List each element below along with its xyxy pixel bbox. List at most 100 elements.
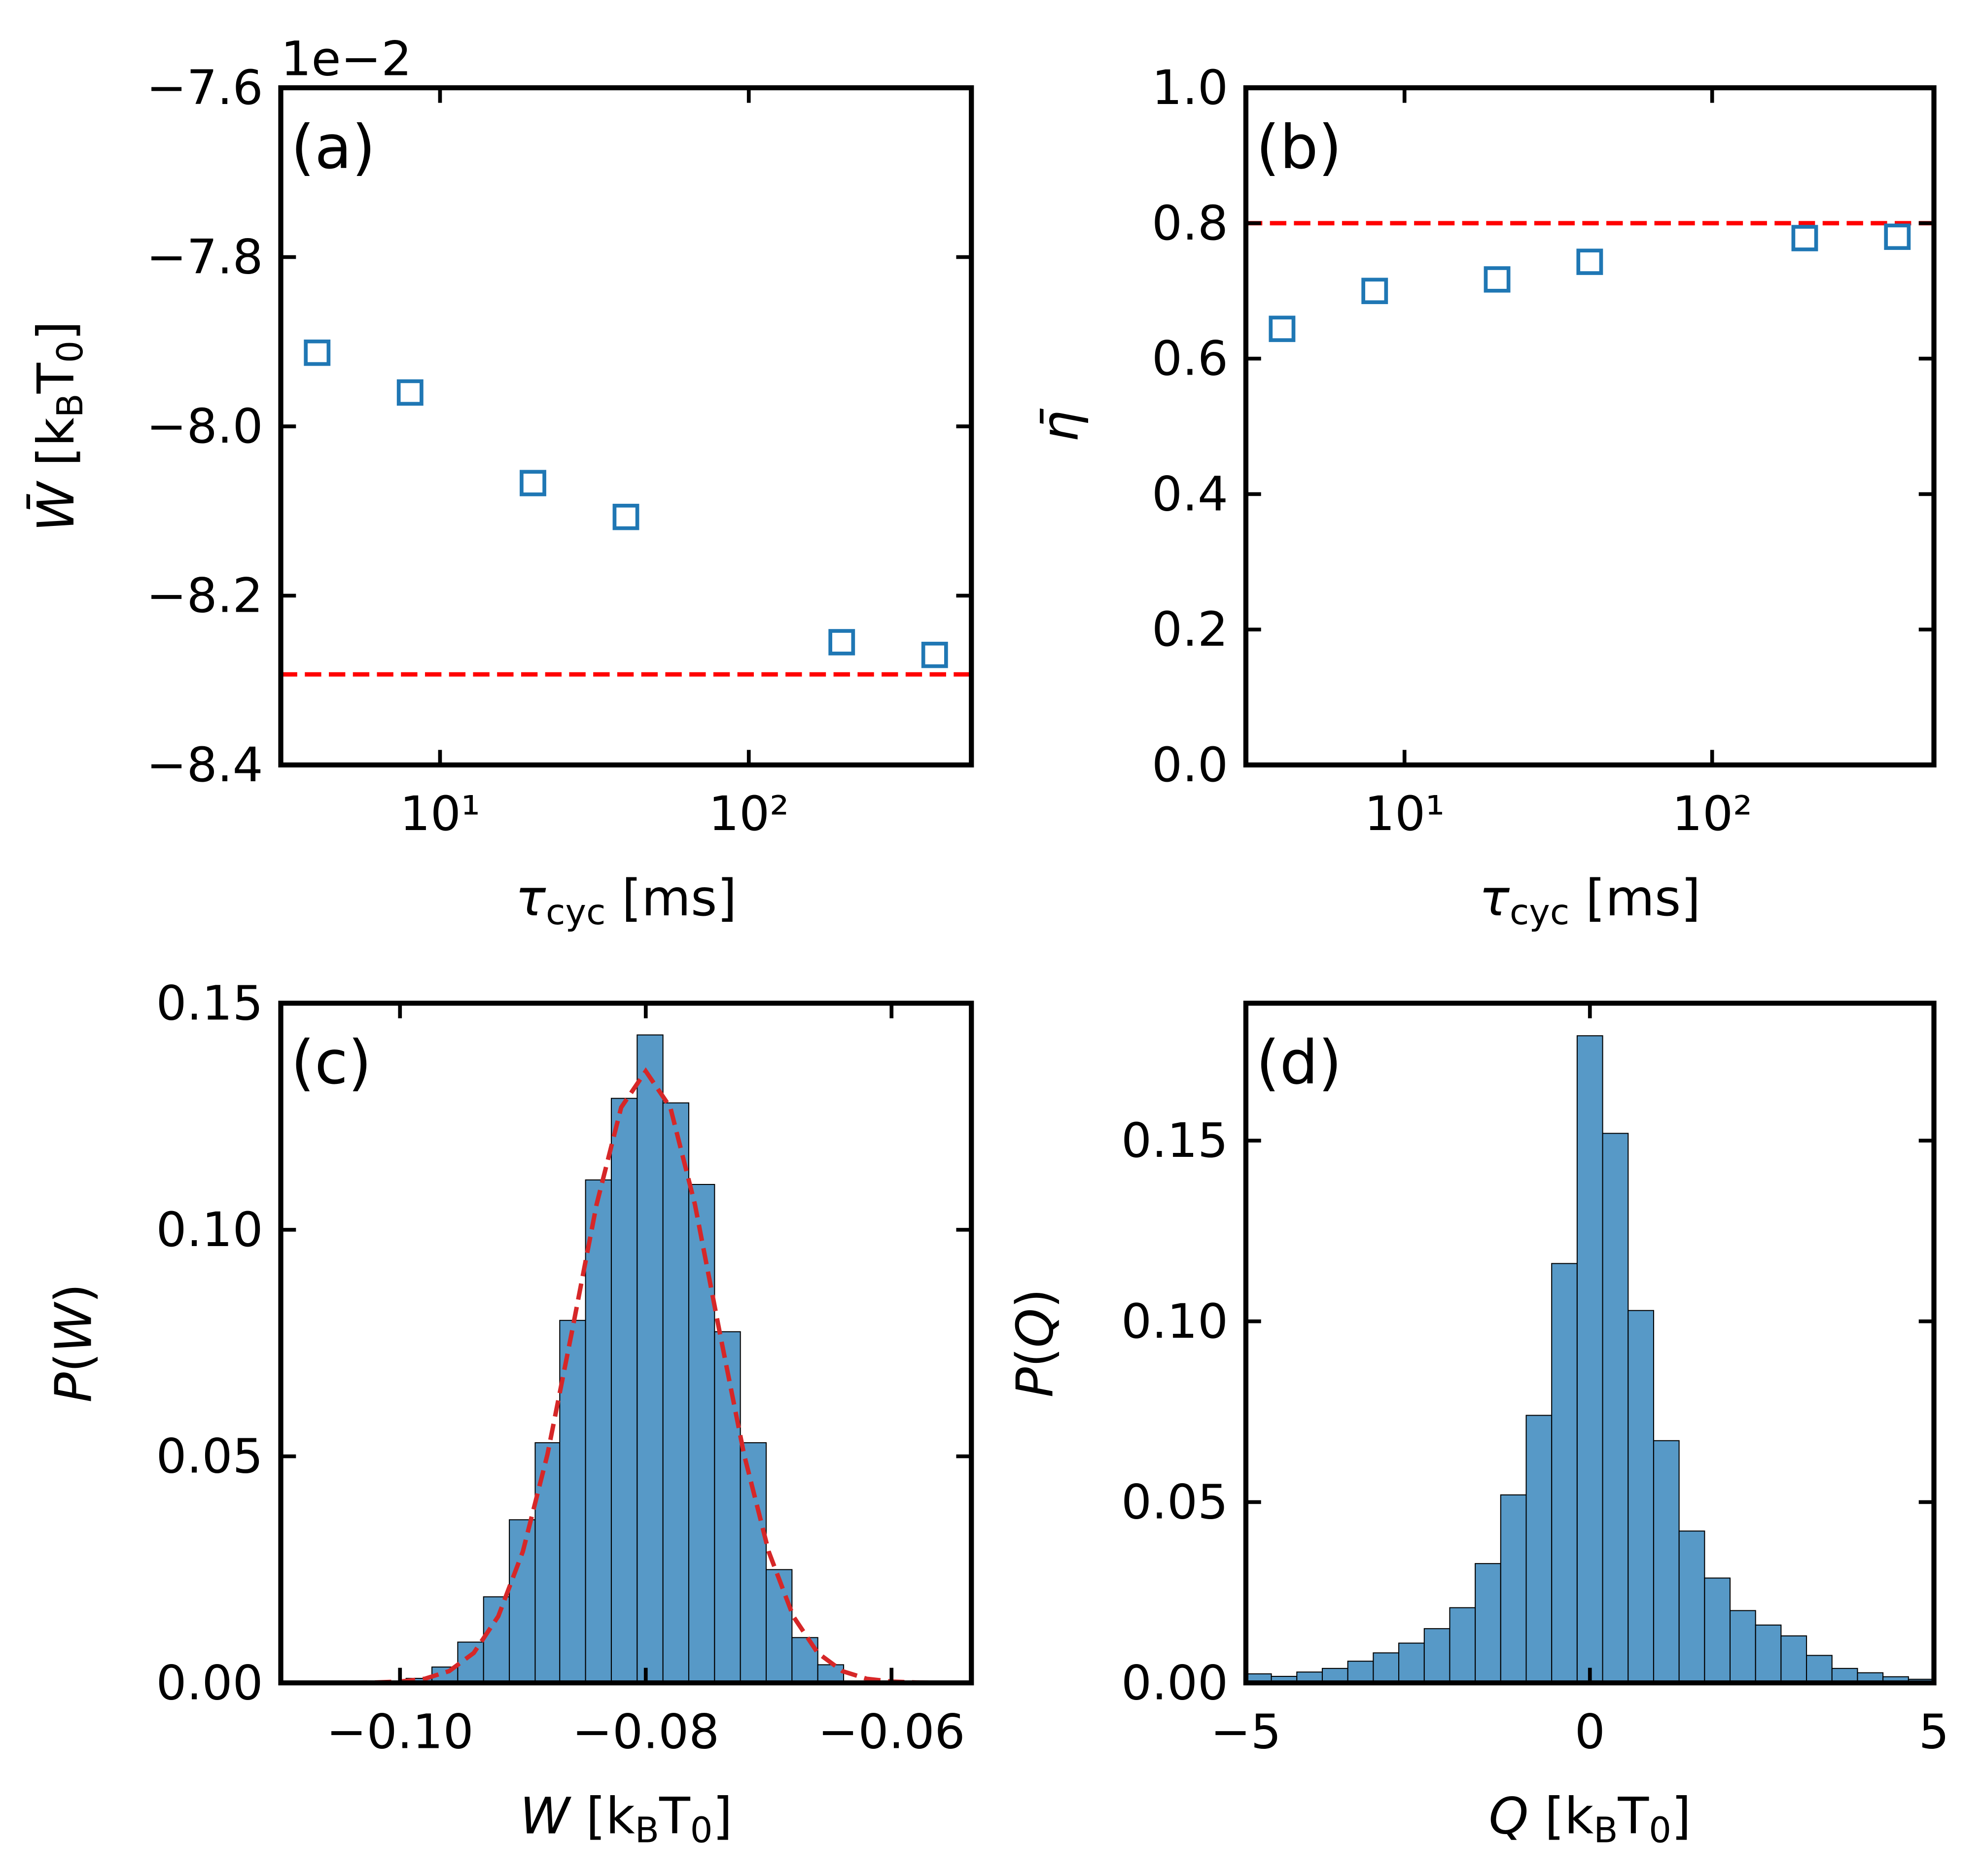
panel-label: (c)	[291, 1028, 372, 1098]
x-tick-label: 5	[1919, 1704, 1949, 1760]
axes-frame	[278, 85, 974, 767]
y-tick-label: 0.00	[156, 1655, 263, 1711]
label-part: [ms]	[605, 869, 737, 928]
label-part: T	[27, 363, 85, 394]
hist-bar	[1398, 1642, 1425, 1684]
hist-bar	[1449, 1607, 1476, 1684]
x-axis-label: W [kBT0]	[520, 1787, 732, 1850]
label-part: W	[520, 1787, 571, 1846]
y-tick-label: −8.4	[146, 737, 263, 793]
label-part: η̄	[1031, 408, 1090, 442]
label-part: T	[1618, 1787, 1649, 1846]
hist-bar	[1755, 1624, 1782, 1684]
label-part: [k	[1528, 1787, 1593, 1846]
fit-curve	[351, 1067, 941, 1685]
hist-bar	[483, 1596, 510, 1684]
label-part: cyc	[1510, 892, 1569, 933]
label-part: 0	[690, 1810, 713, 1851]
hist-bar	[714, 1331, 741, 1684]
hist-bar	[559, 1320, 586, 1684]
y-axis-label: P(W)	[44, 1284, 103, 1402]
marker	[1484, 266, 1511, 293]
label-part: cyc	[546, 892, 605, 933]
hist-bar	[585, 1179, 612, 1684]
y-tick-label: −7.6	[146, 60, 263, 116]
x-tick-label: 10²	[1672, 786, 1752, 842]
hist-bar	[1628, 1310, 1654, 1684]
x-axis-label: Q [kBT0]	[1488, 1787, 1691, 1850]
hist-bar	[817, 1664, 845, 1684]
y-tick-label: −8.2	[146, 568, 263, 624]
hist-bar	[1373, 1652, 1400, 1684]
hist-bar	[534, 1442, 561, 1684]
label-part: ]	[1671, 1787, 1691, 1846]
label-part: ]	[712, 1787, 732, 1846]
x-tick-label: −5	[1210, 1704, 1281, 1760]
y-axis-label: P(Q)	[1006, 1288, 1064, 1397]
y-tick-label: 0.15	[1121, 1112, 1228, 1168]
y-tick-label: 0.8	[1152, 195, 1228, 251]
panel-label: (a)	[291, 112, 376, 182]
x-tick-label: 0	[1575, 1704, 1605, 1760]
label-part: (	[44, 1353, 103, 1372]
hist-bar	[1704, 1577, 1731, 1684]
y-tick-label: 0.6	[1152, 331, 1228, 386]
y-tick-label: 0.00	[1121, 1655, 1228, 1711]
y-tick-label: −7.8	[146, 229, 263, 285]
y-tick-label: 0.4	[1152, 466, 1228, 522]
hist-bar	[662, 1102, 690, 1684]
hist-bar	[1780, 1635, 1807, 1684]
y-tick-label: 0.15	[156, 975, 263, 1031]
label-part: )	[44, 1284, 103, 1303]
hist-bar	[1500, 1494, 1527, 1684]
hist-bar	[688, 1183, 715, 1684]
y-tick-label: 1.0	[1152, 60, 1228, 116]
y-axis-label: W̄ [kBT0]	[27, 321, 91, 532]
y-axis-label: η̄	[1031, 408, 1090, 442]
label-part: 0	[50, 341, 91, 363]
marker	[304, 339, 331, 366]
label-part: [k	[27, 417, 85, 482]
label-part: 0	[1649, 1810, 1671, 1851]
hist-bar	[1806, 1655, 1833, 1684]
y-tick-label: 0.2	[1152, 602, 1228, 658]
hist-bar	[457, 1641, 484, 1684]
x-tick-label: −0.06	[818, 1704, 965, 1760]
label-part: Q	[1006, 1308, 1064, 1348]
y-tick-label: 0.05	[1121, 1474, 1228, 1530]
label-part: W	[44, 1301, 103, 1353]
label-part: Q	[1488, 1787, 1528, 1846]
x-tick-label: 10¹	[400, 786, 480, 842]
hist-bar	[1602, 1133, 1629, 1684]
marker	[1791, 225, 1818, 251]
x-axis-label: τcyc [ms]	[1479, 869, 1700, 933]
hist-bar	[610, 1098, 638, 1684]
label-part: [k	[570, 1787, 635, 1846]
hist-bar	[1653, 1440, 1680, 1684]
offset-label: 1e−2	[281, 31, 412, 87]
label-part: [ms]	[1569, 869, 1700, 928]
hist-bar	[1678, 1530, 1705, 1684]
marker	[1361, 278, 1388, 304]
label-part: )	[1006, 1288, 1064, 1308]
x-tick-label: 10²	[708, 786, 789, 842]
y-tick-label: 0.10	[1121, 1293, 1228, 1349]
x-tick-label: 10¹	[1364, 786, 1445, 842]
y-tick-label: 0.0	[1152, 737, 1228, 793]
axes-frame	[278, 1001, 974, 1686]
marker	[921, 641, 948, 668]
panel-label: (b)	[1256, 112, 1342, 182]
x-axis-label: τcyc [ms]	[515, 869, 737, 933]
label-part: ]	[27, 321, 85, 341]
y-tick-label: −8.0	[146, 398, 263, 454]
hist-bar	[1576, 1035, 1603, 1684]
hist-bar	[1525, 1415, 1553, 1684]
marker	[396, 379, 424, 406]
label-part: τ	[1479, 869, 1510, 928]
marker	[1269, 315, 1296, 342]
marker	[612, 504, 639, 530]
hist-bar	[1551, 1263, 1578, 1684]
label-part: B	[635, 1810, 659, 1851]
hist-bar	[1729, 1610, 1756, 1684]
